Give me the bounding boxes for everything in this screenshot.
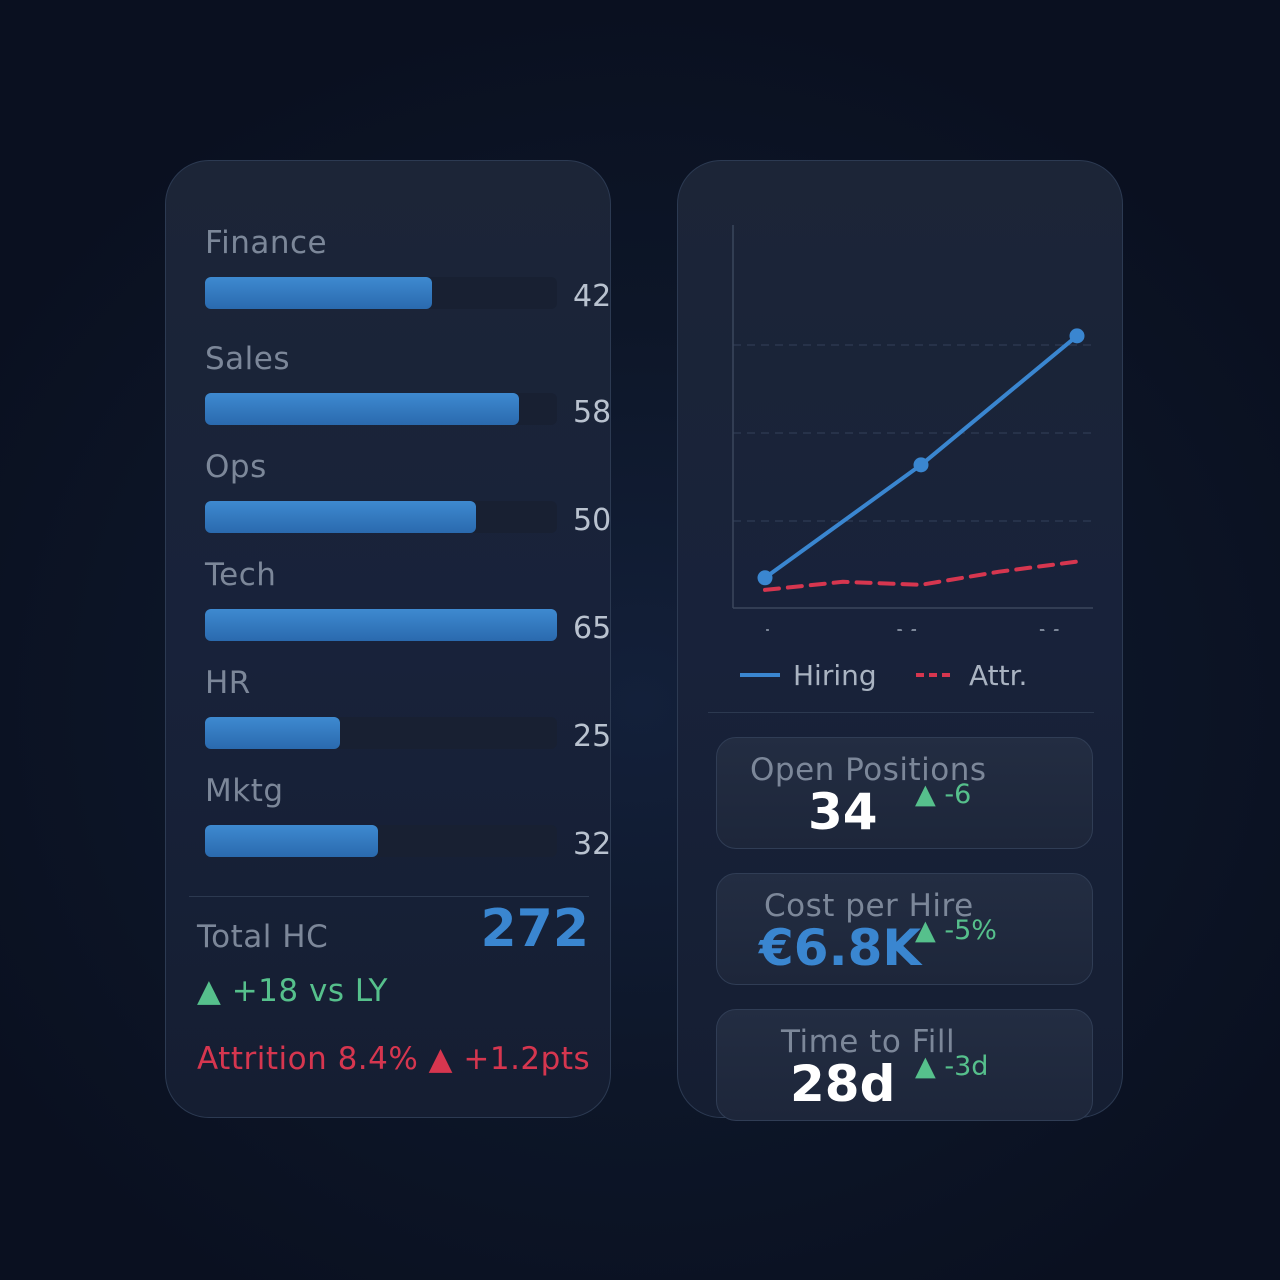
kpi-value: €6.8K: [759, 919, 922, 977]
legend-hiring-swatch: [740, 673, 780, 677]
bar-fill: [205, 825, 378, 857]
department-label: Ops: [205, 449, 267, 485]
trend-panel: Jan Mar May Hiring Attr. Open Positions 34…: [677, 160, 1123, 1121]
x-tick-label: Mar: [895, 623, 948, 631]
attrition-text: Attrition 8.4% ▲ +1.2pts: [197, 1041, 591, 1077]
department-bar-item: Mktg 32: [205, 773, 625, 873]
legend-hiring-label: Hiring: [793, 659, 877, 692]
kpi-title: Cost per Hire: [764, 888, 974, 924]
department-bar-item: Ops 50: [205, 449, 625, 549]
kpi-title: Open Positions: [750, 752, 987, 788]
bar-fill: [205, 501, 476, 533]
bar-track: [205, 277, 557, 309]
kpi-delta: ▲ -3d: [915, 1051, 989, 1082]
total-hc-value: 272: [480, 899, 589, 959]
hiring-point: [757, 570, 773, 586]
bar-track: [205, 825, 557, 857]
department-value: 25: [573, 719, 612, 754]
department-value: 42: [573, 279, 612, 314]
department-bar-item: Finance 42: [205, 225, 625, 325]
kpi-card-time-to-fill: Time to Fill 28d ▲ -3d: [716, 1009, 1093, 1121]
divider: [189, 896, 589, 897]
kpi-card-open-positions: Open Positions 34 ▲ -6: [716, 737, 1093, 849]
department-bar-item: HR 25: [205, 665, 625, 765]
department-value: 58: [573, 395, 612, 430]
bar-track: [205, 717, 557, 749]
kpi-card-cost-per-hire: Cost per Hire €6.8K ▲ -5%: [716, 873, 1093, 985]
kpi-title: Time to Fill: [781, 1024, 956, 1060]
department-label: Finance: [205, 225, 328, 261]
x-tick-label: May: [1037, 623, 1095, 631]
bar-fill: [205, 393, 519, 425]
department-bar-item: Tech 65: [205, 557, 625, 657]
department-label: HR: [205, 665, 251, 701]
bar-track: [205, 609, 557, 641]
divider: [708, 712, 1094, 713]
department-value: 32: [573, 827, 612, 862]
bar-fill: [205, 609, 557, 641]
bar-track: [205, 393, 557, 425]
hiring-point: [1069, 328, 1085, 344]
hc-delta-text: ▲ +18 vs LY: [197, 973, 388, 1009]
kpi-value: 34: [808, 783, 878, 841]
total-hc-label: Total HC: [197, 919, 329, 955]
department-value: 50: [573, 503, 612, 538]
hiring-point: [913, 457, 929, 473]
x-tick-label: Jan: [761, 623, 806, 631]
kpi-value: 28d: [790, 1055, 896, 1113]
trend-chart: Jan Mar May: [732, 225, 1095, 631]
attrition-line: [763, 559, 1079, 592]
department-label: Sales: [205, 341, 291, 377]
legend-attrition-swatch: [916, 673, 950, 677]
headcount-panel: Finance 42 Sales 58 Ops 50 Tech 65 HR 25 Mktg 32 To…: [165, 160, 611, 1118]
bar-fill: [205, 717, 340, 749]
department-value: 65: [573, 611, 612, 646]
department-label: Mktg: [205, 773, 284, 809]
kpi-delta: ▲ -5%: [915, 915, 997, 946]
bar-track: [205, 501, 557, 533]
hiring-line: [763, 333, 1079, 580]
department-bar-item: Sales 58: [205, 341, 625, 441]
bar-fill: [205, 277, 432, 309]
kpi-delta: ▲ -6: [915, 779, 972, 810]
legend-attrition-label: Attr.: [969, 659, 1028, 692]
department-label: Tech: [205, 557, 277, 593]
